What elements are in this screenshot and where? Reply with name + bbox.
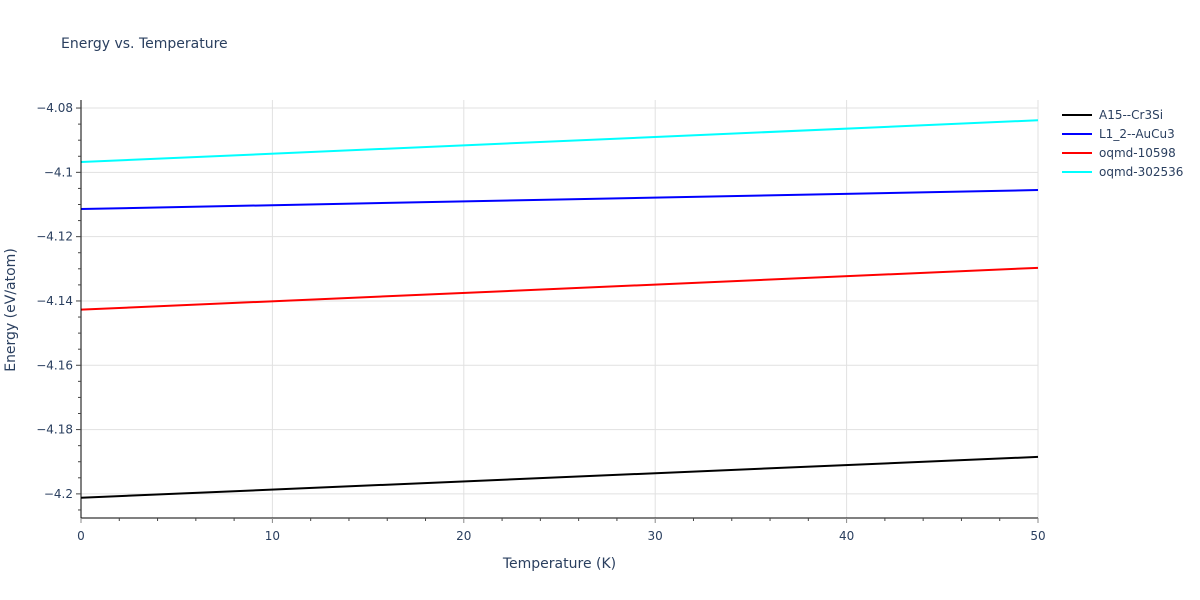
y-tick-label: −4.14 xyxy=(36,294,73,308)
y-tick-label: −4.08 xyxy=(36,101,73,115)
y-axis-title: Energy (eV/atom) xyxy=(3,248,19,372)
legend-swatch xyxy=(1062,151,1092,154)
data-lines xyxy=(80,119,1039,499)
legend-swatch xyxy=(1062,113,1092,116)
legend-label: L1_2--AuCu3 xyxy=(1099,126,1175,141)
y-tick-label: −4.12 xyxy=(36,230,73,244)
legend-label: oqmd-302536 xyxy=(1099,164,1184,179)
series-line-l1-2-aucu3[interactable] xyxy=(80,189,1039,211)
legend-label: A15--Cr3Si xyxy=(1099,107,1164,122)
x-tick-label: 50 xyxy=(1030,529,1045,543)
x-tick-label: 20 xyxy=(456,529,471,543)
legend-swatch xyxy=(1062,132,1092,135)
x-axis-title: Temperature (K) xyxy=(502,556,616,572)
legend-item-l1-2-aucu3[interactable]: L1_2--AuCu3 xyxy=(1062,124,1183,143)
legend-item-oqmd-10598[interactable]: oqmd-10598 xyxy=(1062,143,1183,162)
legend-swatch xyxy=(1062,170,1092,173)
y-tick-label: −4.16 xyxy=(36,358,73,372)
y-tick-label: −4.18 xyxy=(36,423,73,437)
x-tick-label: 40 xyxy=(839,529,854,543)
series-line-a15-cr3si[interactable] xyxy=(80,455,1039,499)
axes: 0 10 20 30 40 50 −4.08 −4.1 −4.12 −4.14 −4.16 −4.18… xyxy=(36,100,1046,543)
series-line-oqmd-10598[interactable] xyxy=(80,266,1039,311)
series-line-oqmd-302536[interactable] xyxy=(80,119,1039,164)
y-tick-label: −4.2 xyxy=(44,487,73,501)
gridlines xyxy=(81,100,1039,518)
chart-title: Energy vs. Temperature xyxy=(61,36,228,52)
legend: A15--Cr3Si L1_2--AuCu3 oqmd-10598 oqmd-3… xyxy=(1062,105,1183,181)
x-tick-label: 10 xyxy=(265,529,280,543)
x-tick-label: 30 xyxy=(648,529,663,543)
legend-label: oqmd-10598 xyxy=(1099,145,1176,160)
legend-item-oqmd-302536[interactable]: oqmd-302536 xyxy=(1062,162,1183,181)
x-tick-label: 0 xyxy=(77,529,85,543)
y-tick-label: −4.1 xyxy=(44,165,73,179)
legend-item-a15-cr3si[interactable]: A15--Cr3Si xyxy=(1062,105,1183,124)
